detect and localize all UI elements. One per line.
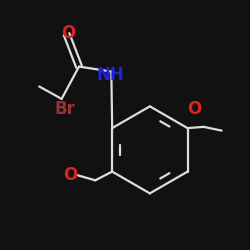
Text: Br: Br [55, 100, 76, 118]
Text: NH: NH [96, 66, 124, 84]
Text: O: O [61, 24, 75, 42]
Text: O: O [188, 100, 202, 118]
Text: O: O [63, 166, 78, 184]
